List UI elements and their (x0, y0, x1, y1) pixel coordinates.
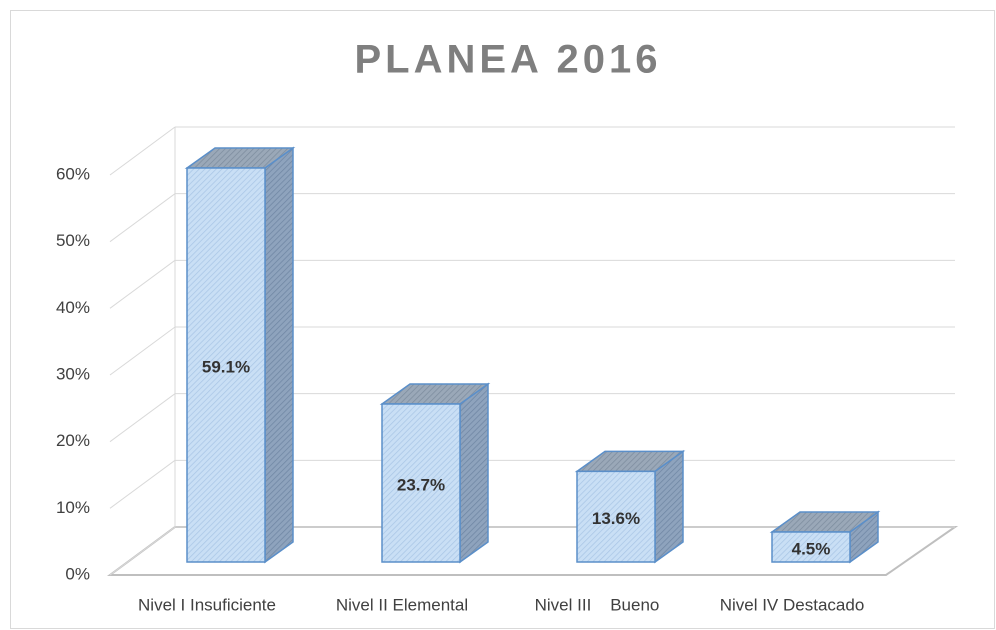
wall-grid-line (109, 326, 176, 376)
data-label: 23.7% (397, 475, 445, 494)
x-tick-label: Nivel II Elemental (336, 595, 468, 614)
bar-front (771, 531, 851, 563)
bar (184, 146, 296, 564)
wall-grid-line (109, 393, 176, 443)
bar (574, 449, 686, 564)
y-tick-label: 50% (56, 231, 90, 250)
bar-side (264, 146, 294, 564)
wall-grid-line (109, 459, 176, 509)
x-tick-label: Nivel I Insuficiente (138, 595, 276, 614)
x-tick-label: Nivel III Bueno (535, 595, 660, 614)
bar (379, 382, 491, 564)
bar (769, 510, 881, 564)
y-tick-label: 20% (56, 431, 90, 450)
data-label: 4.5% (792, 539, 831, 558)
y-tick-label: 10% (56, 498, 90, 517)
y-tick-label: 60% (56, 164, 90, 183)
wall-grid-line (109, 259, 176, 309)
y-tick-label: 30% (56, 364, 90, 383)
bar-side (459, 382, 489, 564)
data-label: 59.1% (202, 357, 250, 376)
bar-front (576, 470, 656, 563)
y-tick-label: 40% (56, 298, 90, 317)
chart-title: PLANEA 2016 (354, 38, 661, 82)
data-label: 13.6% (592, 509, 640, 528)
bar-front (186, 167, 266, 563)
x-tick-label: Nivel IV Destacado (720, 595, 865, 614)
bar-front (381, 403, 461, 563)
y-tick-label: 0% (65, 564, 90, 583)
wall-grid-line (109, 526, 176, 576)
wall-grid-line (109, 193, 176, 243)
wall-grid-line (109, 126, 176, 176)
